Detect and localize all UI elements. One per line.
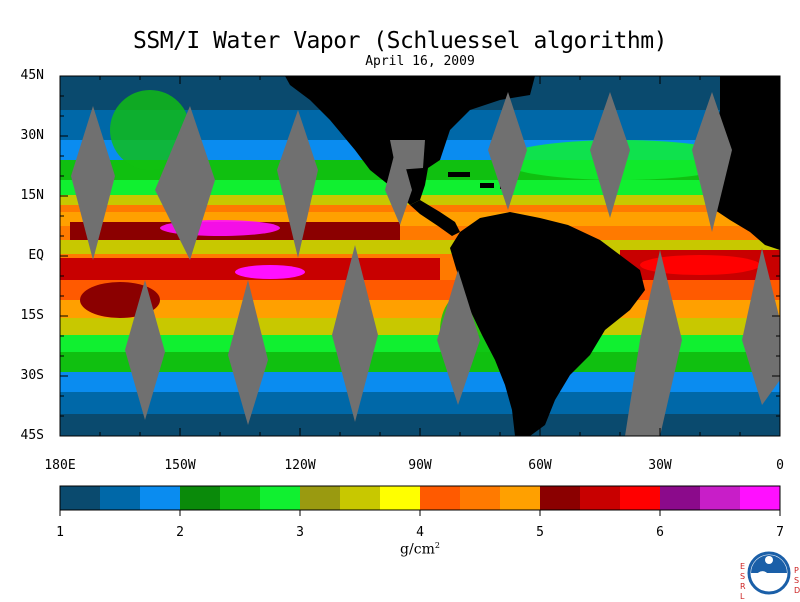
colorbar-tick-label: 1 [56, 525, 64, 540]
swath-gap-1 [71, 106, 115, 260]
noaa-logo [747, 551, 791, 595]
patch-green-north [110, 90, 190, 170]
colorbar-ticks [59, 510, 781, 516]
lat-label: EQ [28, 248, 44, 263]
units-superscript: 2 [434, 541, 440, 550]
map-date: April 16, 2009 [365, 54, 475, 69]
swath-gap-8 [125, 280, 165, 420]
colorbar [60, 486, 781, 510]
land-central-america [410, 200, 460, 236]
colorbar-swatch [380, 486, 421, 510]
colorbar-swatch [660, 486, 701, 510]
land-south-america [450, 212, 645, 436]
land-africa [705, 76, 780, 250]
logo-esrl-letters: E S R L [740, 562, 746, 601]
colorbar-tick-label: 4 [416, 525, 424, 540]
colorbar-units: g/cm2 [370, 541, 470, 558]
lon-label: 60W [528, 458, 552, 473]
colorbar-tick-label: 7 [776, 525, 784, 540]
lon-label: 90W [408, 458, 432, 473]
swath-gap-3 [277, 110, 318, 258]
colorbar-tick-label: 6 [656, 525, 664, 540]
swath-gap-4 [385, 140, 412, 225]
colorbar-tick-label: 3 [296, 525, 304, 540]
colorbar-swatch [340, 486, 381, 510]
colorbar-swatch [100, 486, 141, 510]
colorbar-swatch [540, 486, 581, 510]
colorbar-swatch [140, 486, 181, 510]
logo-psd-letters: P S D [794, 566, 800, 595]
map-title: SSM/I Water Vapor (Schluessel algorithm) [133, 28, 667, 54]
lon-label: 150W [164, 458, 196, 473]
lon-label: 0 [776, 458, 784, 473]
band-south-blue [60, 392, 780, 414]
colorbar-swatch [500, 486, 541, 510]
colorbar-swatch [700, 486, 741, 510]
water-vapor-field [60, 76, 780, 436]
land-hispaniola [480, 183, 494, 188]
lon-label: 30W [648, 458, 672, 473]
land-cuba [448, 172, 470, 177]
swath-gap-10 [332, 245, 378, 422]
swath-gap-7 [692, 92, 732, 232]
lat-label: 15S [20, 308, 44, 323]
lat-label: 45N [20, 68, 44, 83]
patch-peak-south [235, 265, 305, 279]
colorbar-tick-label: 2 [176, 525, 184, 540]
swath-gap-baja [390, 140, 425, 170]
colorbar-swatch [460, 486, 501, 510]
colorbar-swatch [620, 486, 661, 510]
colorbar-swatch [220, 486, 261, 510]
swath-gap-5 [488, 92, 527, 210]
lat-label: 15N [20, 188, 44, 203]
swath-gaps [71, 92, 780, 436]
swath-gap-13 [742, 248, 780, 405]
lat-label: 30S [20, 368, 44, 383]
colorbar-tick-label: 5 [536, 525, 544, 540]
colorbar-swatch [740, 486, 781, 510]
swath-gap-6 [590, 92, 630, 218]
lon-label: 180E [44, 458, 76, 473]
colorbar-swatch [60, 486, 101, 510]
lat-label: 45S [20, 428, 44, 443]
colorbar-swatch [180, 486, 221, 510]
lon-label: 120W [284, 458, 316, 473]
swath-gap-11 [437, 270, 480, 405]
swath-gap-2 [155, 106, 215, 260]
swath-gap-9 [228, 280, 268, 425]
colorbar-swatch [420, 486, 461, 510]
units-text: g/cm [400, 541, 435, 558]
axis-ticks [59, 75, 781, 437]
colorbar-swatch [580, 486, 621, 510]
colorbar-swatch [300, 486, 341, 510]
lat-label: 30N [20, 128, 44, 143]
swath-gap-12 [625, 250, 682, 436]
colorbar-swatch [260, 486, 301, 510]
patch-red-atlantic [640, 255, 760, 275]
